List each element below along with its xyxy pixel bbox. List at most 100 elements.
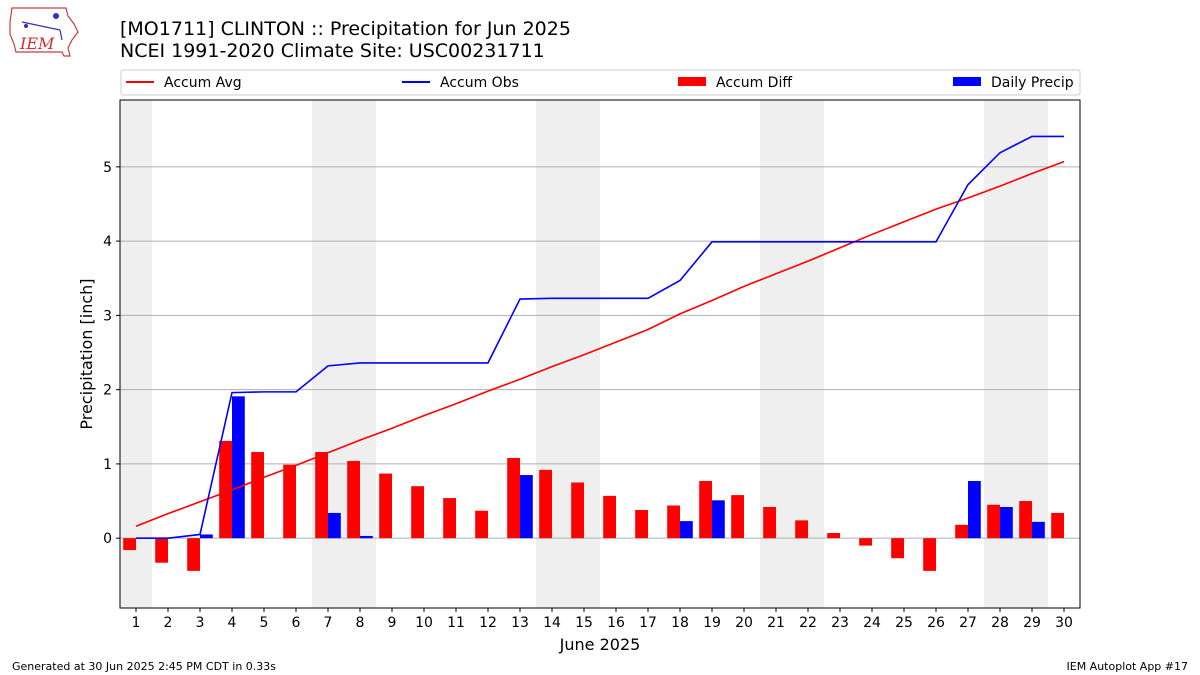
x-tick-label: 4 (228, 615, 237, 631)
x-tick-label: 19 (703, 615, 721, 631)
legend: Accum Avg Accum Obs Accum Diff Daily Precip (120, 69, 1081, 96)
y-axis: 0 1 2 3 4 5 (103, 160, 120, 547)
daily-precip-bars (200, 396, 1045, 539)
x-tick-label: 29 (1023, 615, 1041, 631)
legend-swatch-daily-precip (953, 77, 981, 86)
x-tick-label: 7 (324, 615, 333, 631)
y-tick-label: 0 (103, 531, 112, 547)
accum-diff-bar (187, 538, 200, 571)
daily-precip-bar (1032, 521, 1045, 539)
x-tick-label: 1 (132, 615, 141, 631)
accum-diff-bar (987, 504, 1000, 539)
x-tick-label: 2 (164, 615, 173, 631)
iem-logo: IEM (9, 7, 79, 57)
x-tick-label: 18 (671, 615, 689, 631)
x-tick-label: 22 (799, 615, 817, 631)
accum-diff-bar (1051, 512, 1064, 539)
accum-diff-bar (411, 486, 424, 539)
daily-precip-bar (328, 512, 341, 539)
x-tick-label: 8 (356, 615, 365, 631)
x-tick-label: 16 (607, 615, 625, 631)
accum-diff-bar (123, 538, 136, 551)
legend-box (120, 69, 1081, 96)
daily-precip-bar (968, 481, 981, 539)
accum-diff-bar (667, 505, 680, 539)
x-tick-label: 27 (959, 615, 977, 631)
x-tick-label: 15 (575, 615, 593, 631)
accum-diff-bar (155, 538, 168, 563)
accum-diff-bar (731, 495, 744, 539)
x-tick-label: 11 (447, 615, 465, 631)
daily-precip-bar (520, 475, 533, 539)
accum-diff-bar (283, 464, 296, 539)
plot-frame (119, 99, 1081, 609)
accum-diff-bar (315, 452, 328, 539)
x-tick-label: 13 (511, 615, 529, 631)
daily-precip-bar (200, 534, 213, 539)
x-axis: 1 2 3 4 5 6 7 8 9 10 11 12 13 14 15 16 17 18 19 20 21 22 23 24 2… (132, 608, 1073, 631)
iowa-outline-icon (9, 7, 79, 57)
accum-diff-bar (699, 481, 712, 539)
daily-precip-bar (680, 521, 693, 539)
y-tick-label: 5 (103, 160, 112, 176)
accum-diff-bar (827, 532, 840, 539)
x-tick-label: 9 (388, 615, 397, 631)
accum-diff-bar (251, 452, 264, 539)
accum-diff-bars (123, 440, 1064, 571)
x-tick-label: 25 (895, 615, 913, 631)
x-tick-label: 21 (767, 615, 785, 631)
legend-label-accum-avg: Accum Avg (164, 75, 242, 91)
y-axis-label: Precipitation [inch] (77, 278, 96, 429)
x-tick-label: 14 (543, 615, 561, 631)
accum-lines (135, 135, 1065, 539)
x-tick-label: 20 (735, 615, 753, 631)
x-axis-label: June 2025 (559, 635, 641, 654)
accum-diff-bar (955, 524, 968, 539)
footer-generated: Generated at 30 Jun 2025 2:45 PM CDT in … (12, 660, 277, 673)
legend-label-daily-precip: Daily Precip (991, 75, 1074, 91)
x-tick-label: 12 (479, 615, 497, 631)
y-tick-label: 3 (103, 308, 112, 324)
x-tick-label: 3 (196, 615, 205, 631)
accum-diff-bar (347, 460, 360, 539)
x-tick-label: 10 (415, 615, 433, 631)
chart-title: [MO1711] CLINTON :: Precipitation for Ju… (120, 18, 571, 40)
accum-obs-line (136, 135, 1064, 539)
x-tick-label: 23 (831, 615, 849, 631)
x-tick-label: 26 (927, 615, 945, 631)
logo-text: IEM (19, 34, 55, 53)
grid-lines (120, 166, 1080, 539)
y-tick-label: 2 (103, 383, 112, 399)
chart-subtitle: NCEI 1991-2020 Climate Site: USC00231711 (120, 40, 545, 62)
accum-diff-bar (571, 482, 584, 539)
accum-diff-bar (603, 495, 616, 539)
weekend-band (120, 100, 152, 608)
accum-avg-line (135, 160, 1065, 528)
x-tick-label: 30 (1055, 615, 1073, 631)
legend-label-accum-obs: Accum Obs (440, 75, 519, 91)
accum-diff-bar (443, 498, 456, 539)
accum-diff-bar (763, 506, 776, 539)
accum-diff-bar (379, 473, 392, 539)
y-tick-label: 4 (103, 234, 112, 250)
accum-diff-bar (539, 469, 552, 539)
y-tick-label: 1 (103, 457, 112, 473)
accum-diff-bar (635, 509, 648, 539)
accum-diff-bar (859, 538, 872, 546)
daily-precip-bar (360, 535, 373, 539)
x-tick-label: 24 (863, 615, 881, 631)
x-tick-label: 6 (292, 615, 301, 631)
legend-label-accum-diff: Accum Diff (716, 75, 792, 91)
footer-app: IEM Autoplot App #17 (1066, 660, 1189, 673)
x-tick-label: 28 (991, 615, 1009, 631)
daily-precip-bar (1000, 506, 1013, 539)
x-tick-label: 5 (260, 615, 269, 631)
legend-swatch-accum-diff (678, 77, 706, 86)
accum-diff-bar (475, 510, 488, 539)
accum-diff-bar (507, 457, 520, 539)
daily-precip-bar (232, 396, 245, 539)
accum-diff-bar (891, 538, 904, 559)
accum-diff-bar (923, 538, 936, 571)
accum-diff-bar (1019, 501, 1032, 539)
